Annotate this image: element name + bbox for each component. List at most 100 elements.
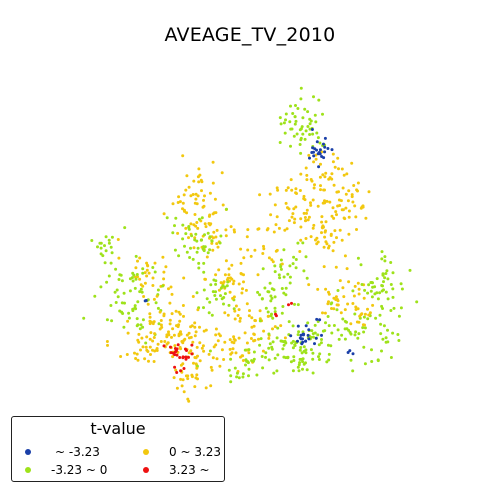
map-point	[141, 345, 145, 349]
map-point	[162, 314, 166, 318]
map-point	[359, 263, 363, 267]
map-point	[335, 308, 339, 312]
map-point	[267, 358, 271, 362]
map-point	[301, 241, 305, 245]
map-point	[161, 255, 165, 259]
map-point	[208, 300, 212, 304]
map-point	[142, 295, 146, 298]
map-point	[296, 339, 299, 343]
map-point	[304, 166, 308, 170]
map-point	[278, 116, 282, 120]
map-point	[303, 216, 307, 219]
map-point	[305, 276, 309, 280]
map-point	[170, 312, 174, 316]
map-point	[217, 268, 221, 272]
map-point	[107, 238, 111, 242]
map-point	[351, 302, 355, 305]
map-point	[327, 292, 331, 296]
map-point	[358, 314, 362, 318]
map-point	[312, 160, 316, 164]
map-point	[354, 330, 358, 334]
map-point	[356, 189, 359, 193]
map-point	[168, 301, 172, 305]
map-point	[347, 189, 351, 193]
map-point	[128, 277, 132, 281]
map-point	[224, 259, 228, 263]
map-point	[373, 285, 377, 289]
map-point	[336, 303, 340, 307]
map-point	[273, 295, 277, 299]
map-point	[343, 337, 347, 341]
map-point	[343, 327, 347, 331]
map-point	[225, 207, 228, 211]
map-point	[104, 249, 108, 253]
map-point	[320, 333, 323, 337]
map-point	[286, 186, 290, 190]
map-point	[292, 134, 296, 138]
map-point	[123, 226, 127, 230]
map-point	[270, 296, 274, 300]
map-point	[334, 298, 338, 302]
map-point	[345, 320, 348, 324]
map-point	[389, 261, 393, 264]
map-point	[275, 248, 279, 252]
map-point	[333, 165, 337, 169]
map-point	[228, 290, 232, 294]
map-point	[234, 304, 238, 308]
map-point	[316, 152, 320, 156]
map-point	[179, 347, 183, 351]
map-point	[295, 132, 299, 136]
map-point	[134, 254, 138, 258]
map-point	[299, 238, 303, 242]
map-point	[273, 270, 277, 274]
map-point	[252, 333, 256, 336]
map-point	[105, 280, 109, 284]
map-point	[319, 188, 322, 192]
map-point	[346, 199, 350, 203]
map-point	[380, 257, 384, 261]
map-point	[340, 238, 344, 242]
map-point	[316, 333, 320, 337]
map-point	[228, 338, 232, 342]
map-point	[337, 167, 340, 171]
map-point	[196, 246, 200, 250]
map-point	[296, 324, 300, 328]
map-point	[327, 300, 330, 304]
map-point	[320, 338, 323, 341]
map-point	[318, 318, 322, 322]
map-point	[317, 358, 321, 361]
map-point	[191, 257, 195, 261]
map-point	[208, 223, 212, 227]
map-point	[153, 261, 157, 265]
map-point	[307, 337, 311, 341]
map-point	[326, 343, 330, 347]
map-point	[243, 331, 247, 335]
map-point	[219, 234, 223, 238]
map-point	[196, 226, 200, 230]
map-point	[305, 178, 309, 182]
map-point	[319, 184, 322, 188]
map-point	[304, 339, 308, 343]
map-point	[184, 188, 188, 192]
map-point	[192, 246, 196, 250]
map-point	[215, 242, 219, 246]
map-point	[342, 216, 346, 220]
map-point	[311, 226, 315, 230]
map-point	[368, 311, 372, 315]
map-point	[384, 272, 388, 275]
map-point	[99, 246, 103, 250]
map-point	[238, 319, 242, 323]
map-point	[173, 248, 177, 252]
map-point	[185, 250, 189, 254]
map-point	[211, 356, 215, 360]
map-point	[291, 112, 295, 115]
map-point	[280, 287, 284, 290]
map-point	[193, 325, 197, 329]
map-point	[114, 267, 118, 271]
map-point	[305, 368, 309, 372]
map-point	[133, 304, 137, 308]
map-point	[363, 362, 367, 366]
map-point	[323, 329, 327, 333]
map-point	[202, 288, 206, 292]
map-point	[185, 333, 189, 337]
